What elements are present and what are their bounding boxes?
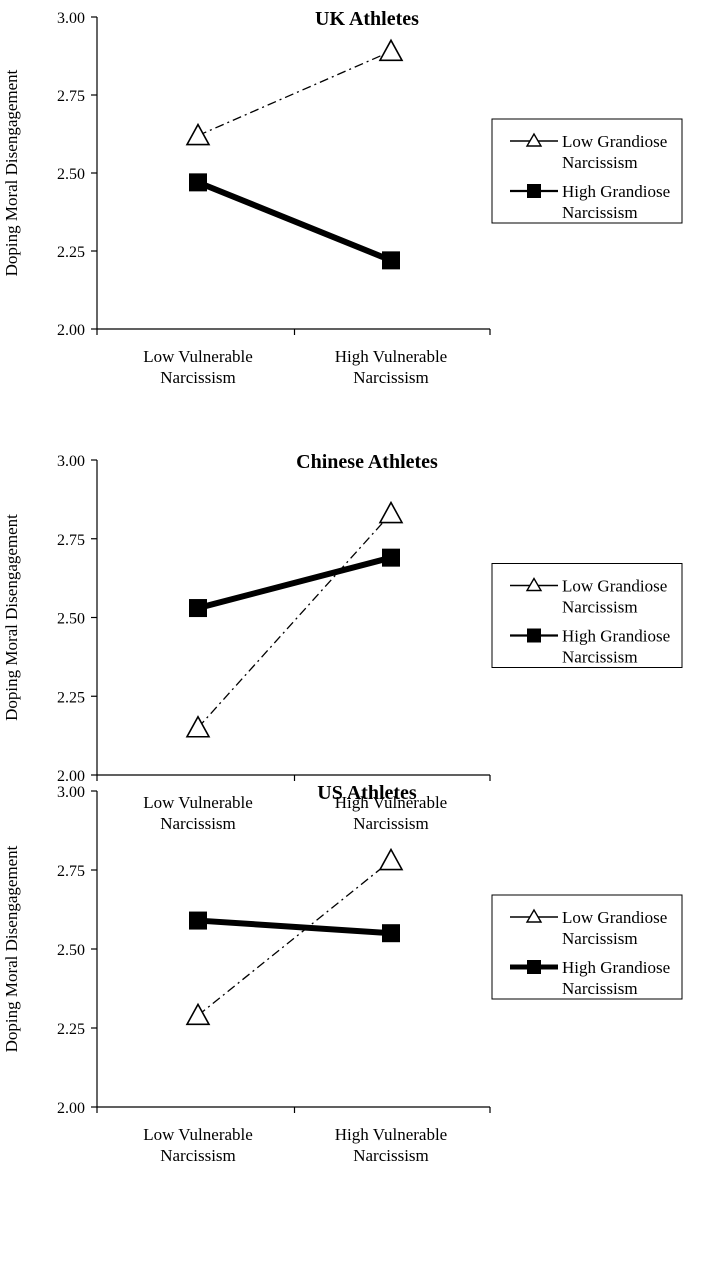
legend-box (491, 563, 683, 668)
x-category-label: High Vulnerable (335, 793, 447, 812)
legend-label: High Grandiose (562, 182, 670, 201)
data-point-square (382, 251, 400, 270)
x-category-label: Narcissism (353, 368, 429, 387)
y-tick-label: 2.25 (57, 244, 85, 261)
chart-panel-2: 2.00 2.25 2.50 2.75 3.00 Low Vulnerable Narcis… (2, 451, 683, 833)
y-tick-label: 2.25 (57, 1021, 85, 1038)
y-tick-label: 3.00 (57, 10, 85, 27)
y-tick-label: 3.00 (57, 784, 85, 801)
series-line-2 (197, 917, 392, 937)
data-point-square (189, 911, 207, 930)
legend-label: Narcissism (562, 203, 638, 222)
legend-marker-triangle (525, 908, 543, 923)
data-point-square (189, 599, 207, 618)
legend-label: Narcissism (562, 153, 638, 172)
data-point-triangle (185, 1002, 211, 1026)
series-line-1 (197, 513, 392, 729)
y-tick-label: 2.75 (57, 863, 85, 880)
data-point-triangle (185, 122, 211, 146)
legend-marker-triangle (525, 577, 543, 592)
data-point-triangle (378, 500, 404, 524)
x-category-label: Low Vulnerable (143, 1125, 253, 1144)
legend-label: Narcissism (562, 648, 638, 667)
legend-marker-square (527, 960, 541, 974)
series-line-1 (197, 860, 392, 1016)
y-axis-title: Doping Moral Disengagement (2, 69, 21, 276)
x-category-label: Narcissism (160, 368, 236, 387)
x-category-label: Low Vulnerable (143, 793, 253, 812)
y-tick-label: 2.00 (57, 768, 85, 785)
legend-label: Narcissism (562, 598, 638, 617)
legend-label: Low Grandiose (562, 908, 667, 927)
y-tick-label: 2.50 (57, 166, 85, 183)
x-category-label: Narcissism (353, 1146, 429, 1165)
legend-label: High Grandiose (562, 627, 670, 646)
legend-marker-triangle (525, 132, 543, 147)
y-tick-label: 2.50 (57, 611, 85, 628)
chart-title: Chinese Athletes (296, 451, 438, 473)
x-category-label: Narcissism (160, 1146, 236, 1165)
x-category-label: High Vulnerable (335, 347, 447, 366)
chart-panel-3: 2.00 2.25 2.50 2.75 3.00 Low Vulnerable Narcis… (2, 782, 683, 1165)
x-category-label: Narcissism (353, 814, 429, 833)
x-category-label: Low Vulnerable (143, 347, 253, 366)
y-tick-label: 2.00 (57, 1100, 85, 1117)
legend-box (491, 894, 683, 1000)
y-tick-label: 2.75 (57, 88, 85, 105)
legend-marker-square (527, 184, 541, 198)
legend-label: Low Grandiose (562, 577, 667, 596)
y-tick-label: 2.00 (57, 322, 85, 339)
chart-panel-1: 2.00 2.25 2.50 2.75 3.00 Low Vulnerable Narcis… (2, 8, 683, 387)
y-tick-label: 3.00 (57, 453, 85, 470)
y-axis-title: Doping Moral Disengagement (2, 514, 21, 721)
data-point-triangle (378, 38, 404, 62)
data-point-square (189, 173, 207, 192)
legend-label: Narcissism (562, 979, 638, 998)
y-axis-title: Doping Moral Disengagement (2, 845, 21, 1052)
legend-label: Low Grandiose (562, 132, 667, 151)
legend-label: Narcissism (562, 929, 638, 948)
series-line-1 (197, 50, 392, 137)
chart-title: UK Athletes (315, 8, 419, 30)
data-point-square (382, 548, 400, 567)
chart-title: US Athletes (317, 782, 417, 804)
series-line-2 (196, 179, 393, 264)
y-tick-label: 2.50 (57, 942, 85, 959)
data-point-triangle (185, 715, 211, 738)
x-category-label: Narcissism (160, 814, 236, 833)
data-point-triangle (378, 847, 404, 871)
legend-label: High Grandiose (562, 958, 670, 977)
x-category-label: High Vulnerable (335, 1125, 447, 1144)
legend-box (491, 118, 683, 224)
data-point-square (382, 924, 400, 943)
y-tick-label: 2.25 (57, 689, 85, 706)
y-tick-label: 2.75 (57, 532, 85, 549)
series-line-2 (197, 554, 392, 611)
legend-marker-square (527, 628, 541, 643)
